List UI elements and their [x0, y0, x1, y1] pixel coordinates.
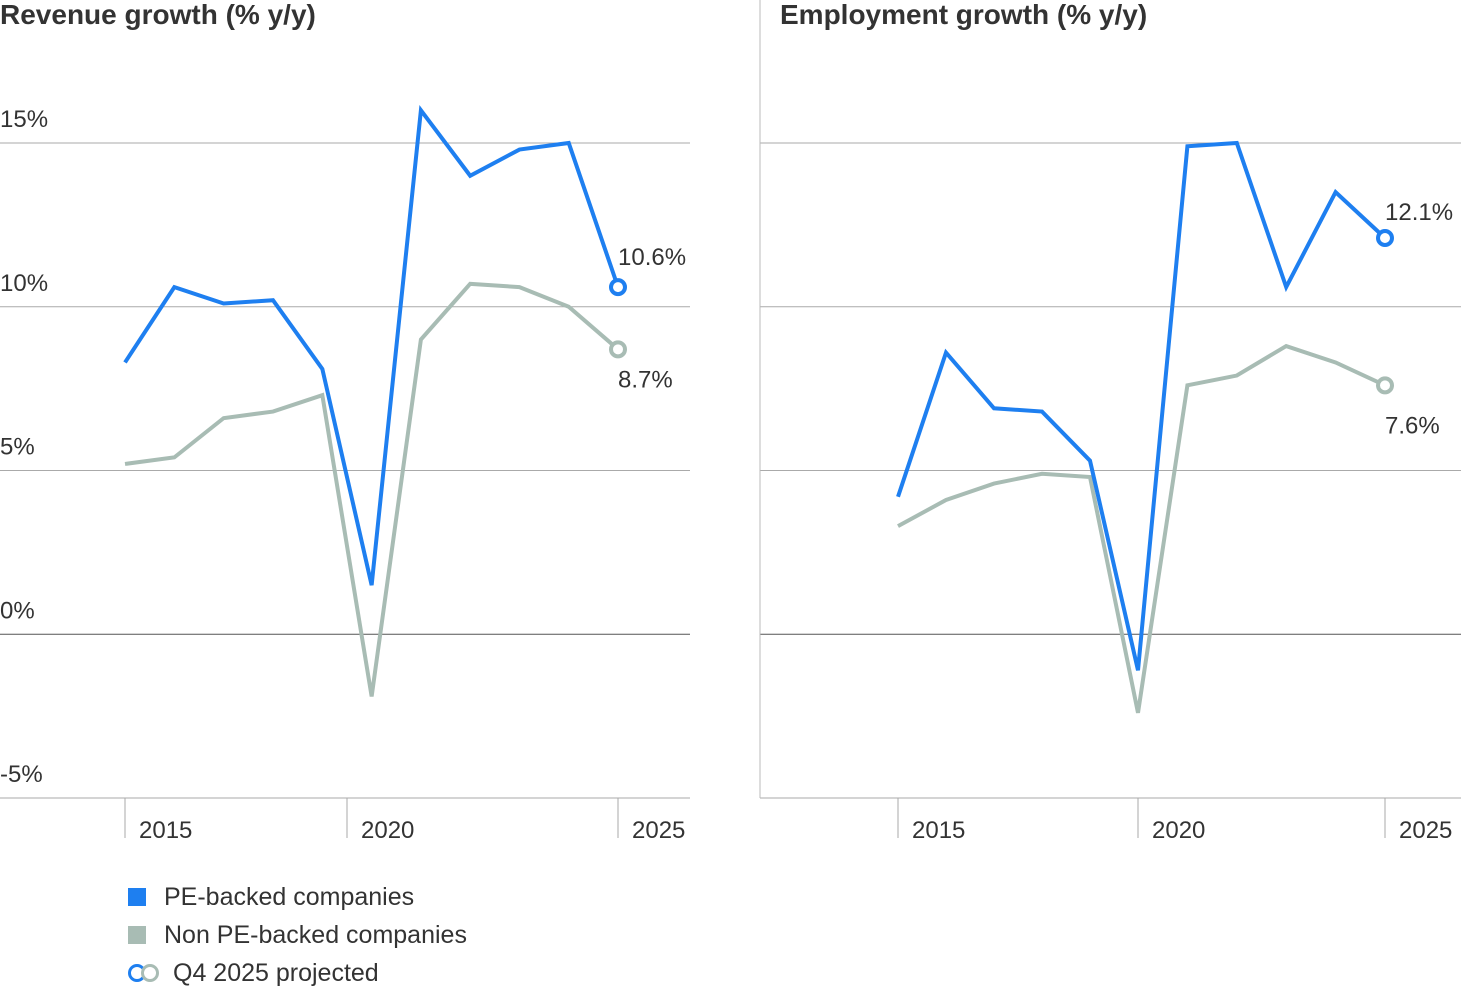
pe-projected-point — [1376, 228, 1394, 247]
x-tick-label: 2015 — [139, 817, 192, 844]
pe-projected-label: 10.6% — [618, 244, 686, 271]
x-tick-label: 2015 — [912, 817, 965, 844]
pe-series-line — [123, 104, 620, 586]
non-pe-series-line — [897, 343, 1386, 714]
non-pe-projected-label: 7.6% — [1385, 412, 1440, 439]
pe-swatch — [128, 888, 146, 906]
pe-projected-point — [609, 278, 627, 297]
y-tick-label: 5% — [0, 434, 35, 461]
revenue-growth-panel: Revenue growth (% y/y) 15% 10% 5% 0% -5% 2015… — [0, 0, 690, 844]
legend: PE-backed companies Non PE-backed compan… — [128, 878, 467, 992]
non-pe-projected-label: 8.7% — [618, 366, 673, 393]
x-tick-label: 2025 — [1399, 817, 1452, 844]
y-tick-label: -5% — [0, 761, 43, 788]
y-tick-label: 0% — [0, 597, 35, 624]
employment-growth-panel: Employment growth (% y/y) 2015 2020 2025 7.… — [760, 0, 1461, 844]
non-pe-projected-point — [1376, 376, 1394, 395]
legend-item-pe: PE-backed companies — [128, 878, 467, 916]
legend-label: Non PE-backed companies — [164, 920, 467, 949]
legend-label: PE-backed companies — [164, 882, 415, 911]
x-tick-label: 2020 — [1152, 817, 1205, 844]
non-pe-series-line — [124, 281, 620, 697]
y-tick-label: 10% — [0, 270, 48, 297]
chart-title: Employment growth (% y/y) — [780, 0, 1147, 30]
legend-label: Q4 2025 projected — [173, 958, 379, 987]
x-tick-label: 2025 — [632, 817, 685, 844]
non-pe-projected-marker-icon — [141, 964, 159, 982]
legend-item-projected: Q4 2025 projected — [128, 954, 467, 992]
y-tick-label: 15% — [0, 106, 48, 133]
non-pe-swatch — [128, 926, 146, 944]
pe-series-line — [896, 140, 1387, 671]
chart-title: Revenue growth (% y/y) — [0, 0, 316, 30]
x-tick-label: 2020 — [361, 817, 414, 844]
legend-item-non-pe: Non PE-backed companies — [128, 916, 467, 954]
non-pe-projected-point — [609, 340, 627, 359]
pe-projected-label: 12.1% — [1385, 199, 1453, 226]
